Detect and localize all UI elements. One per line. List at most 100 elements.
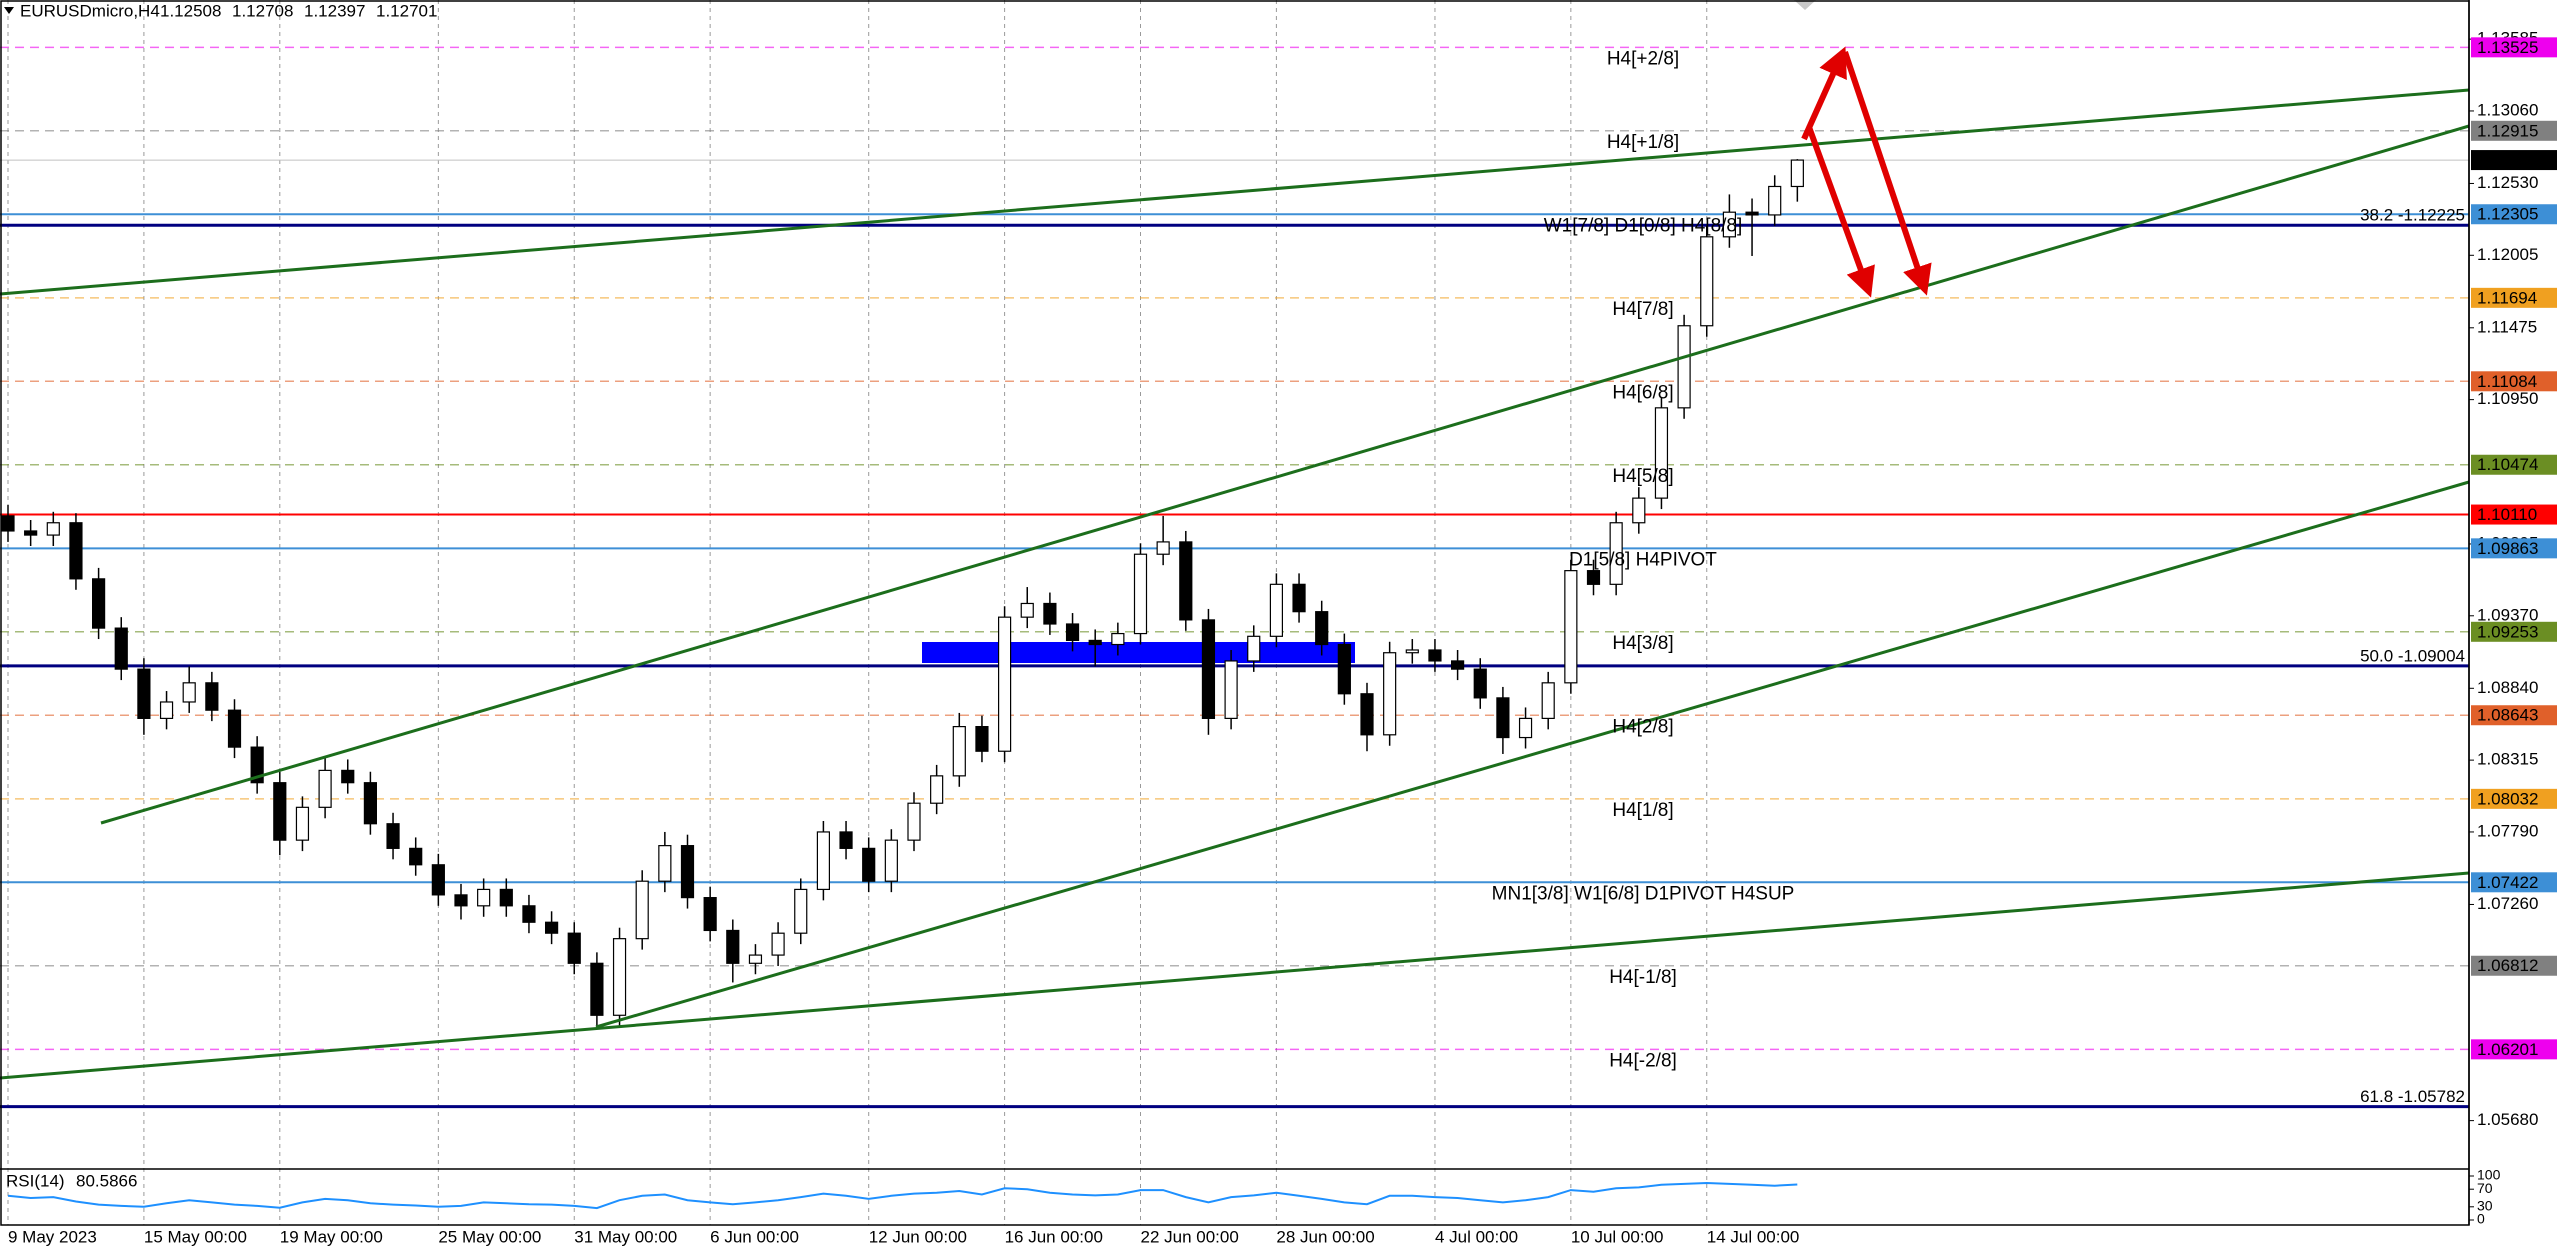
y-tick-label: 1.13060	[2477, 100, 2538, 119]
x-tick-label: 16 Jun 00:00	[1005, 1227, 1103, 1246]
y-tick-label: 1.09370	[2477, 605, 2538, 624]
candle-body	[1722, 211, 1737, 238]
candle-body	[1360, 693, 1374, 736]
level-price-box	[2471, 955, 2557, 976]
level-label: H4[7/8]	[1612, 299, 1673, 320]
level-label: H4[3/8]	[1612, 633, 1673, 654]
x-tick-label: 10 Jul 00:00	[1571, 1227, 1664, 1246]
level-label: W1[7/8] D1[0/8] H4[8/8]	[1544, 215, 1743, 236]
candle-body	[590, 962, 604, 1016]
rsi-tick-label: 70	[2477, 1180, 2493, 1196]
x-tick-label: 9 May 2023	[8, 1227, 97, 1246]
candle-body	[114, 627, 128, 670]
candle-body	[635, 880, 649, 940]
arrow	[1806, 125, 1875, 298]
drawings	[0, 0, 2470, 1080]
candle-body	[1247, 635, 1261, 662]
x-tick-label: 14 Jul 00:00	[1707, 1227, 1800, 1246]
candle-body	[1450, 660, 1465, 670]
candle-layer	[1, 159, 1804, 1210]
candle-body	[1790, 159, 1804, 188]
candle-body	[1111, 632, 1125, 646]
candle-body	[1473, 668, 1487, 699]
candle-body	[69, 522, 83, 580]
candle-body	[295, 806, 310, 841]
ohlc-close: 1.12701	[376, 1, 437, 20]
candle-body	[907, 802, 921, 841]
level-price: 1.12915	[2477, 121, 2538, 140]
level-price: 1.09253	[2477, 622, 2538, 641]
candle-body	[499, 888, 513, 907]
candle-body	[24, 530, 38, 536]
candle-body	[997, 616, 1012, 752]
level-price-box	[2471, 504, 2557, 525]
level-price-box	[2471, 538, 2557, 559]
level-price: 1.12305	[2477, 205, 2538, 224]
current-price: 1.12701	[2477, 151, 2538, 170]
y-tick-label: 1.12005	[2477, 245, 2538, 264]
candle-body	[680, 845, 695, 899]
candle-body	[748, 954, 763, 964]
level-price: 1.08032	[2477, 789, 2538, 808]
candle-body	[1677, 325, 1691, 409]
ohlc-low: 1.12397	[304, 1, 365, 20]
candle-body	[363, 782, 377, 825]
candle-body	[975, 726, 989, 752]
rsi-line	[7, 1181, 1798, 1210]
candle-body	[46, 522, 60, 536]
candle-body	[1201, 619, 1216, 719]
shift-marker	[1794, 0, 1816, 10]
fib-label: 38.2 -1.12225	[2360, 206, 2465, 225]
level-price: 1.06812	[2477, 956, 2538, 975]
candle-body	[1065, 623, 1080, 642]
candle-body	[1586, 570, 1601, 585]
level-price: 1.09863	[2477, 539, 2538, 558]
level-price: 1.07422	[2477, 873, 2538, 892]
level-label: D1[5/8] H4PIVOT	[1569, 549, 1717, 570]
rsi-tick-label: 0	[2477, 1211, 2485, 1227]
x-tick-label: 22 Jun 00:00	[1141, 1227, 1239, 1246]
candle-body	[431, 864, 445, 896]
rsi-tick-label: 30	[2477, 1198, 2493, 1214]
candle-body	[1292, 583, 1306, 613]
candle-body	[1496, 697, 1510, 739]
level-price-box	[2471, 621, 2557, 642]
y-tick-label: 1.07260	[2477, 894, 2538, 913]
candle-body	[1269, 583, 1284, 637]
level-price-box	[2471, 371, 2557, 392]
x-tick-label: 28 Jun 00:00	[1276, 1227, 1374, 1246]
arrow	[1842, 51, 1932, 296]
candle-body	[341, 769, 355, 784]
candle-body	[182, 682, 196, 703]
x-tick-label: 25 May 00:00	[438, 1227, 541, 1246]
x-tick-label: 6 Jun 00:00	[710, 1227, 799, 1246]
y-tick-label: 1.07790	[2477, 821, 2538, 840]
level-label: H4[5/8]	[1612, 466, 1673, 487]
x-tick-label: 15 May 00:00	[144, 1227, 247, 1246]
candle-body	[612, 938, 627, 1016]
candle-body	[477, 888, 491, 907]
level-price-box	[2471, 287, 2557, 308]
candle-body	[1609, 522, 1623, 585]
level-price-box	[2471, 1039, 2557, 1060]
indicator-value: 80.5866	[76, 1171, 137, 1190]
candle-body	[726, 929, 740, 964]
level-price: 1.11084	[2477, 372, 2537, 391]
candle-body	[1745, 211, 1759, 216]
candle-body	[1518, 717, 1533, 739]
candle-body	[1632, 497, 1646, 524]
menu-triangle[interactable]	[4, 7, 14, 14]
ohlc-high: 1.12708	[232, 1, 293, 20]
candle-body	[658, 845, 672, 882]
x-tick-label: 19 May 00:00	[280, 1227, 383, 1246]
candle-body	[454, 894, 468, 907]
level-price: 1.08643	[2477, 706, 2538, 725]
level-label: H4[-2/8]	[1609, 1050, 1677, 1071]
candle-body	[1156, 541, 1170, 555]
candle-body	[1654, 407, 1669, 499]
candle-body	[1564, 570, 1578, 684]
candle-body	[318, 769, 332, 808]
candle-body	[839, 831, 853, 849]
